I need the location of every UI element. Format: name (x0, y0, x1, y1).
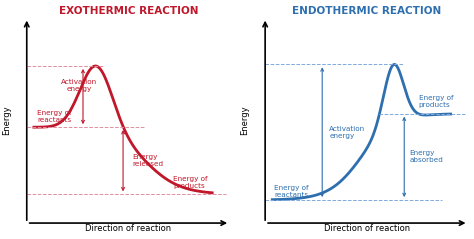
Text: Energy of
products: Energy of products (173, 175, 208, 189)
Text: Energy
absorbed: Energy absorbed (410, 150, 444, 163)
Title: ENDOTHERMIC REACTION: ENDOTHERMIC REACTION (292, 5, 441, 16)
Text: Energy of
products: Energy of products (419, 95, 453, 108)
Text: Activation
energy: Activation energy (61, 79, 98, 92)
Text: Energy: Energy (240, 106, 249, 135)
Text: Energy: Energy (2, 106, 11, 135)
Text: Activation
energy: Activation energy (329, 126, 365, 139)
Title: EXOTHERMIC REACTION: EXOTHERMIC REACTION (59, 5, 198, 16)
Text: Energy of
reactants: Energy of reactants (274, 185, 309, 198)
Text: Energy
released: Energy released (132, 154, 163, 167)
Text: Energy of
reactants: Energy of reactants (37, 110, 72, 123)
X-axis label: Direction of reaction: Direction of reaction (324, 224, 410, 234)
X-axis label: Direction of reaction: Direction of reaction (85, 224, 172, 234)
